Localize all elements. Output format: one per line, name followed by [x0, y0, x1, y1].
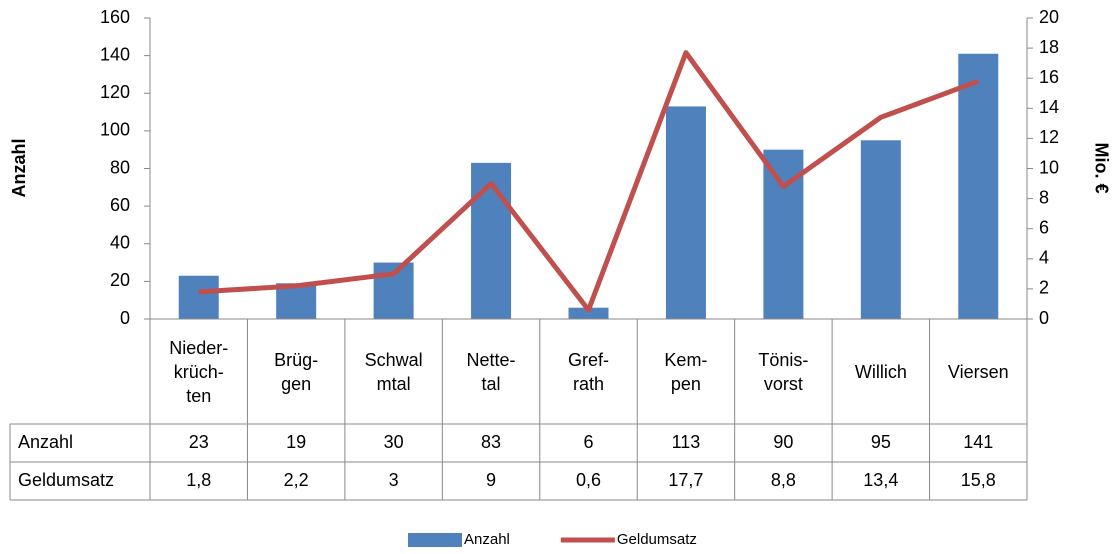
- x-tick-label: Viersen: [947, 361, 1009, 382]
- x-tick-label: Nieder- krüch- ten: [169, 337, 229, 406]
- bar: [860, 140, 901, 319]
- x-tick-label: Kem- pen: [664, 349, 708, 394]
- table-cell: 113: [672, 432, 701, 452]
- legend-swatch: [408, 533, 462, 547]
- table-cell: 83: [481, 432, 501, 452]
- line: [198, 50, 980, 313]
- table-cell: 6: [583, 432, 593, 452]
- table-cell: 95: [871, 432, 891, 452]
- y-tick-label: 160: [100, 7, 130, 27]
- table-row-header: Anzahl: [18, 432, 73, 452]
- x-tick-label: Schwal mtal: [364, 349, 423, 394]
- y-tick-label: 40: [110, 233, 130, 253]
- y-tick-label: 60: [110, 195, 130, 215]
- y-tick-label: 0: [120, 308, 130, 328]
- legend-label: Anzahl: [464, 531, 510, 548]
- legend-label: Geldumsatz: [617, 531, 697, 548]
- bar: [568, 307, 609, 319]
- y-tick-label: 120: [100, 82, 130, 102]
- table-cell: 1,8: [186, 470, 211, 490]
- y2-tick-label: 12: [1039, 127, 1059, 147]
- y2-tick-label: 2: [1039, 278, 1049, 298]
- y-tick-label: 140: [100, 44, 130, 64]
- table-cell: 2,2: [284, 470, 309, 490]
- y2-tick-label: 16: [1039, 67, 1059, 87]
- table-cell: 141: [963, 432, 993, 452]
- y-tick-label: 80: [110, 157, 130, 177]
- y2-tick-label: 4: [1039, 248, 1049, 268]
- table-cell: 9: [486, 470, 496, 490]
- x-tick-label: Willich: [854, 361, 907, 382]
- table-row-header: Geldumsatz: [18, 470, 114, 490]
- table-cell: 19: [286, 432, 306, 452]
- table-cell: 0,6: [576, 470, 601, 490]
- table-cell: 30: [384, 432, 404, 452]
- table-cell: 15,8: [961, 470, 996, 490]
- y2-tick-label: 6: [1039, 217, 1049, 237]
- bar: [178, 275, 219, 319]
- table-cell: 90: [773, 432, 793, 452]
- table-cell: 3: [389, 470, 399, 490]
- table-cell: 8,8: [771, 470, 796, 490]
- y-tick-label: 20: [110, 270, 130, 290]
- y2-tick-label: 0: [1039, 308, 1049, 328]
- y2-tick-label: 18: [1039, 37, 1059, 57]
- y2-tick-label: 20: [1039, 7, 1059, 27]
- y2-tick-label: 14: [1039, 97, 1059, 117]
- y2-tick-label: 10: [1039, 157, 1059, 177]
- x-tick-label: Gref- rath: [567, 349, 609, 394]
- y-tick-label: 100: [100, 120, 130, 140]
- y2-tick-label: 8: [1039, 187, 1049, 207]
- table-cell: 17,7: [668, 470, 703, 490]
- table-cell: 23: [189, 432, 209, 452]
- x-tick-label: Tönis- vorst: [758, 349, 809, 394]
- bar: [471, 162, 512, 319]
- x-tick-label: Brüg- gen: [274, 349, 319, 394]
- table-cell: 13,4: [863, 470, 898, 490]
- x-tick-label: Nette- tal: [466, 349, 516, 394]
- bar: [665, 106, 706, 319]
- y-axis-label: Anzahl: [9, 138, 29, 197]
- y2-axis-label: Mio. €: [1091, 142, 1111, 193]
- bar: [958, 53, 999, 320]
